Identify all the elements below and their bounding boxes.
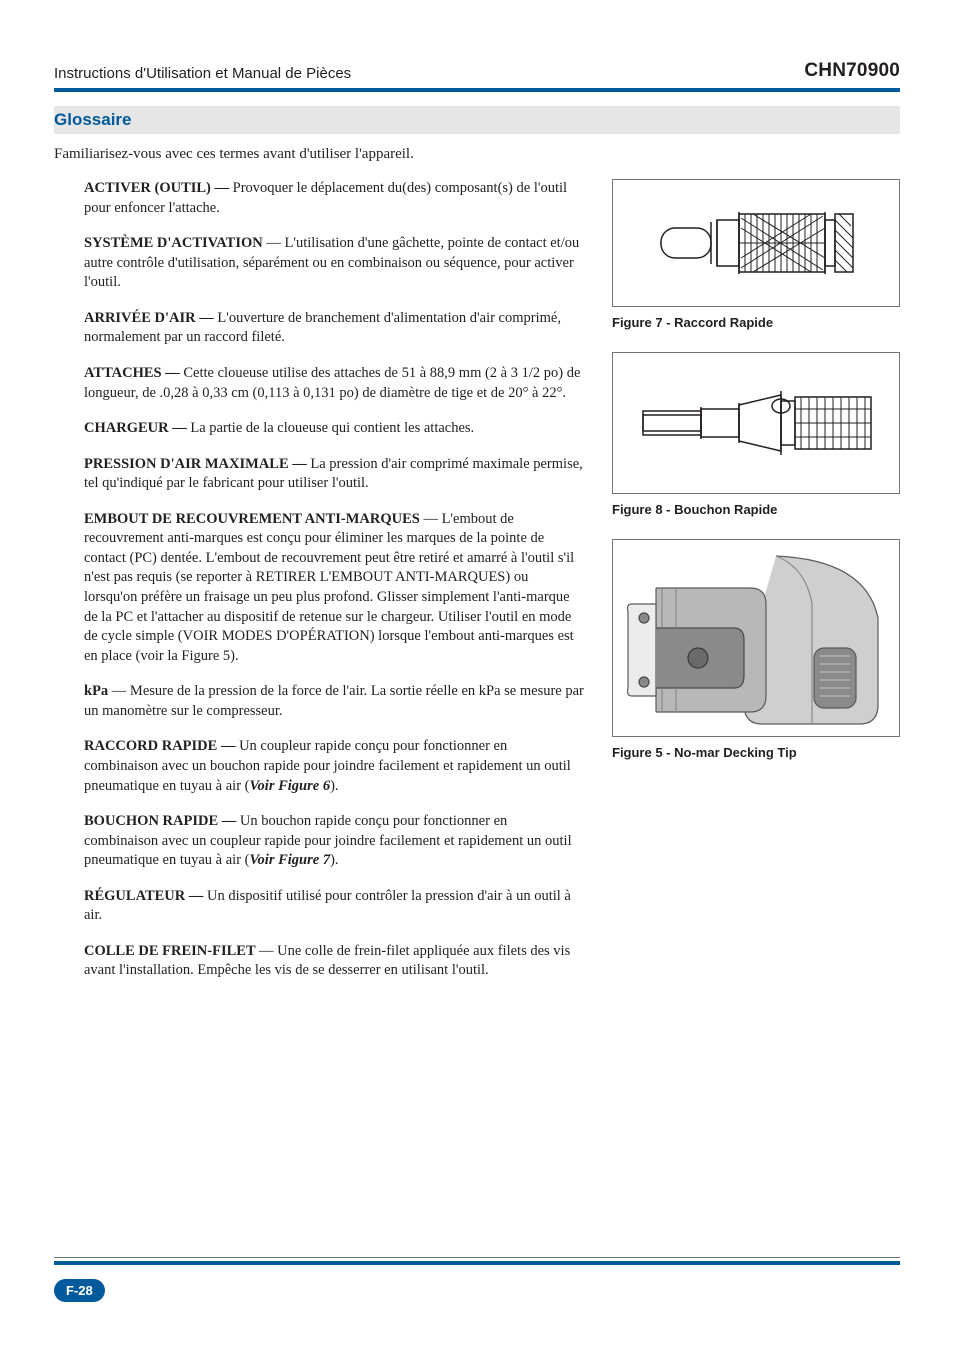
- term-name: CHARGEUR —: [84, 420, 190, 436]
- term-ref: Voir Figure 7: [249, 852, 330, 868]
- term-colle-frein-filet: COLLE DE FREIN-FILET — Une colle de frei…: [84, 942, 584, 981]
- term-name: RACCORD RAPIDE —: [84, 738, 239, 754]
- term-name: RÉGULATEUR —: [84, 888, 207, 904]
- term-raccord-rapide: RACCORD RAPIDE — Un coupleur rapide conç…: [84, 737, 584, 796]
- figure-8-box: [612, 352, 900, 494]
- footer-rule-thick: [54, 1261, 900, 1265]
- intro-text: Familiarisez-vous avec ces termes avant …: [54, 146, 900, 163]
- term-tail: ).: [330, 778, 338, 794]
- raccord-rapide-icon: [641, 198, 871, 288]
- term-name: PRESSION D'AIR MAXIMALE —: [84, 456, 310, 472]
- term-arrivee-air: ARRIVÉE D'AIR — L'ouverture de brancheme…: [84, 309, 584, 348]
- bouchon-rapide-icon: [631, 373, 881, 473]
- term-name: ATTACHES —: [84, 365, 183, 381]
- term-name: COLLE DE FREIN-FILET: [84, 943, 259, 959]
- term-name: kPa: [84, 683, 112, 699]
- page-number-badge: F-28: [54, 1279, 105, 1302]
- term-name: ACTIVER (OUTIL) —: [84, 180, 233, 196]
- term-embout-anti-marques: EMBOUT DE RECOUVREMENT ANTI-MARQUES — L'…: [84, 510, 584, 667]
- term-regulateur: RÉGULATEUR — Un dispositif utilisé pour …: [84, 887, 584, 926]
- figures-column: Figure 7 - Raccord Rapide: [612, 179, 900, 997]
- term-name: EMBOUT DE RECOUVREMENT ANTI-MARQUES: [84, 511, 423, 527]
- section-title: Glossaire: [54, 110, 132, 129]
- page: Instructions d'Utilisation et Manual de …: [0, 0, 954, 1350]
- figure-7-caption: Figure 7 - Raccord Rapide: [612, 315, 900, 330]
- no-mar-decking-tip-icon: [626, 548, 886, 728]
- header-row: Instructions d'Utilisation et Manual de …: [54, 60, 900, 92]
- term-tail: ).: [330, 852, 338, 868]
- footer-rule-thin: [54, 1257, 900, 1258]
- term-body: — L'embout de recouvrement anti-marques …: [84, 511, 574, 664]
- term-body: La partie de la cloueuse qui contient le…: [190, 420, 474, 436]
- term-attaches: ATTACHES — Cette cloueuse utilise des at…: [84, 364, 584, 403]
- header-right: CHN70900: [804, 60, 900, 82]
- term-pression-max: PRESSION D'AIR MAXIMALE — La pression d'…: [84, 455, 584, 494]
- term-name: BOUCHON RAPIDE —: [84, 813, 240, 829]
- figure-5-caption: Figure 5 - No-mar Decking Tip: [612, 745, 900, 760]
- term-chargeur: CHARGEUR — La partie de la cloueuse qui …: [84, 419, 584, 439]
- figure-7-box: [612, 179, 900, 307]
- term-kpa: kPa — Mesure de la pression de la force …: [84, 682, 584, 721]
- terms-column: ACTIVER (OUTIL) — Provoquer le déplaceme…: [54, 179, 584, 997]
- section-title-bar: Glossaire: [54, 106, 900, 134]
- term-systeme-activation: SYSTÈME D'ACTIVATION — L'utilisation d'u…: [84, 234, 584, 293]
- term-ref: Voir Figure 6: [249, 778, 330, 794]
- term-name: SYSTÈME D'ACTIVATION: [84, 235, 266, 251]
- header-left: Instructions d'Utilisation et Manual de …: [54, 65, 351, 82]
- term-bouchon-rapide: BOUCHON RAPIDE — Un bouchon rapide conçu…: [84, 812, 584, 871]
- figure-8-caption: Figure 8 - Bouchon Rapide: [612, 502, 900, 517]
- term-body: — Mesure de la pression de la force de l…: [84, 683, 584, 719]
- footer: F-28: [54, 1257, 900, 1302]
- figure-5-box: [612, 539, 900, 737]
- term-name: ARRIVÉE D'AIR —: [84, 310, 217, 326]
- content-row: ACTIVER (OUTIL) — Provoquer le déplaceme…: [54, 179, 900, 997]
- term-activer: ACTIVER (OUTIL) — Provoquer le déplaceme…: [84, 179, 584, 218]
